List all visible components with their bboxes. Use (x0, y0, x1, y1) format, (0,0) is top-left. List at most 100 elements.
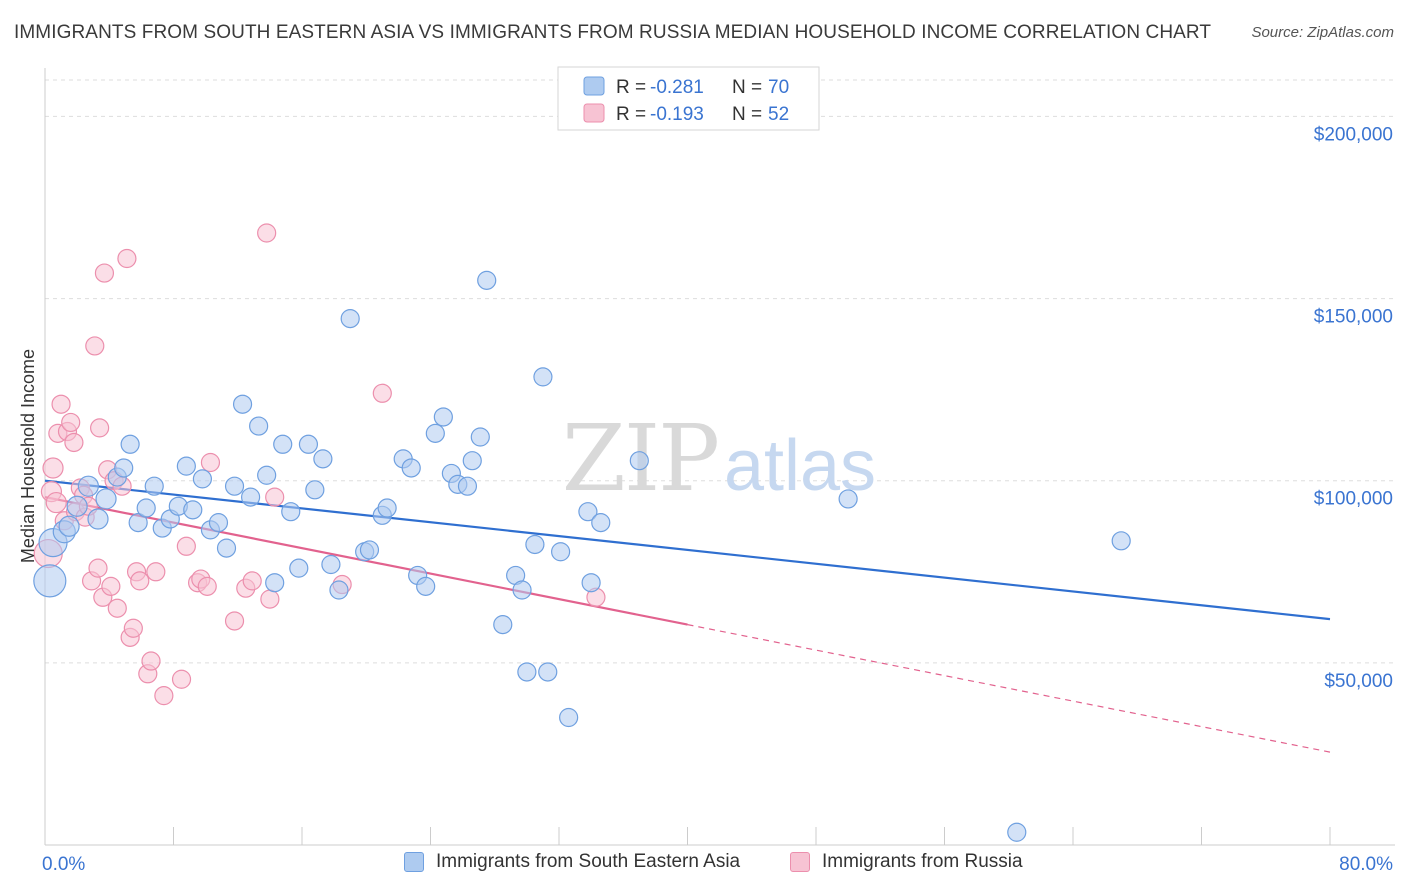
data-point-russia (176, 536, 196, 556)
data-point-sea (77, 475, 99, 497)
data-point-russia (242, 571, 262, 591)
legend-n-value: 70 (768, 77, 789, 98)
data-point-sea (533, 367, 553, 387)
source-label: Source: ZipAtlas.com (1251, 24, 1394, 41)
data-point-sea (340, 309, 360, 329)
data-point-sea (425, 423, 445, 443)
data-point-russia (197, 576, 217, 596)
legend-item-russia[interactable]: Immigrants from Russia (790, 851, 1023, 873)
data-point-sea (298, 434, 319, 454)
data-point-sea (470, 427, 490, 447)
trend-line-sea (44, 479, 1331, 621)
data-point-sea (192, 469, 213, 489)
legend-n-label: N = (732, 77, 767, 98)
data-point-sea (257, 465, 277, 485)
data-point-sea (120, 434, 140, 454)
data-point-sea (591, 513, 611, 533)
legend-item-sea[interactable]: Immigrants from South Eastern Asia (404, 851, 740, 873)
data-point-sea (329, 580, 349, 600)
data-point-sea (249, 416, 269, 436)
data-point-sea (95, 488, 117, 510)
data-point-sea (1007, 822, 1027, 842)
data-point-sea (838, 489, 858, 509)
data-point-russia (51, 394, 71, 414)
watermark: ZIP atlas (562, 405, 876, 512)
trend-line-russia-extension (687, 624, 1331, 753)
data-point-russia (101, 576, 121, 596)
y-tick-labels: $50,000 $100,000 $150,000 $200,000 (1314, 124, 1393, 691)
legend-swatch-russia (583, 103, 605, 123)
legend-r-label: R = (616, 77, 651, 98)
data-point-sea (144, 476, 164, 496)
y-tick-label: $150,000 (1314, 307, 1393, 328)
data-point-sea (224, 476, 245, 496)
data-point-sea (216, 538, 237, 558)
data-point-sea (232, 394, 253, 414)
data-point-russia (257, 223, 277, 243)
data-point-sea (87, 508, 109, 530)
data-point-russia (61, 412, 81, 433)
data-point-russia (372, 383, 392, 403)
correlation-legend-row-russia: R = -0.193 N = 52 (583, 103, 789, 125)
series-legend: Immigrants from South Eastern Asia Immig… (0, 851, 1406, 877)
data-point-sea (136, 498, 156, 518)
data-point-sea (265, 573, 285, 593)
data-point-sea (281, 502, 301, 522)
data-point-sea (273, 434, 293, 454)
data-point-russia (141, 651, 161, 671)
data-point-russia (88, 558, 108, 578)
legend-label-sea: Immigrants from South Eastern Asia (436, 851, 741, 872)
data-point-sea (538, 662, 558, 682)
data-point-sea (401, 458, 421, 478)
legend-n-value: 52 (768, 104, 789, 125)
data-point-sea (114, 458, 134, 478)
data-point-sea (128, 513, 148, 533)
data-point-russia (260, 589, 280, 609)
data-point-russia (90, 418, 110, 438)
data-point-sea (517, 662, 537, 682)
series-sea-points (33, 270, 1131, 842)
data-point-russia (146, 562, 166, 582)
data-point-russia (224, 611, 245, 631)
data-point-sea (416, 576, 436, 596)
data-point-sea (66, 495, 88, 517)
data-point-russia (171, 669, 192, 689)
legend-label-russia: Immigrants from Russia (822, 851, 1023, 872)
y-tick-label: $100,000 (1314, 489, 1393, 510)
data-point-sea (33, 564, 67, 598)
y-tick-label: $200,000 (1314, 124, 1393, 145)
legend-r-value: -0.193 (650, 104, 704, 125)
data-point-sea (321, 554, 341, 575)
data-point-sea (457, 476, 478, 496)
data-point-sea (377, 498, 397, 518)
data-point-russia (265, 487, 285, 507)
chart-title: IMMIGRANTS FROM SOUTH EASTERN ASIA VS IM… (14, 22, 1212, 43)
x-tick-labels: 0.0% 80.0% (42, 854, 1393, 875)
data-point-russia (94, 263, 115, 283)
data-point-sea (559, 707, 579, 728)
x-tick-label-min: 0.0% (42, 854, 85, 875)
data-point-sea (578, 502, 598, 522)
data-point-sea (629, 451, 649, 471)
y-axis-label: Median Household Income (18, 349, 38, 563)
data-point-russia (130, 571, 150, 591)
data-point-sea (477, 270, 497, 290)
data-point-russia (45, 491, 67, 514)
data-point-sea (525, 534, 545, 555)
correlation-legend-row-sea: R = -0.281 N = 70 (583, 76, 789, 98)
data-point-russia (123, 618, 143, 638)
data-point-sea (313, 449, 333, 469)
data-point-russia (117, 248, 137, 269)
correlation-legend: R = -0.281 N = 70 R = -0.193 N = 52 (557, 66, 820, 131)
data-point-sea (176, 456, 196, 476)
data-point-sea (512, 580, 532, 600)
data-point-sea (305, 480, 325, 500)
legend-r-label: R = (616, 104, 651, 125)
legend-r-value: -0.281 (650, 77, 704, 98)
legend-swatch-sea (404, 852, 424, 872)
x-tick-label-max: 80.0% (1339, 854, 1393, 875)
data-point-sea (581, 573, 601, 593)
data-point-sea (462, 451, 482, 471)
axes (44, 68, 1395, 846)
data-point-sea (493, 615, 513, 635)
